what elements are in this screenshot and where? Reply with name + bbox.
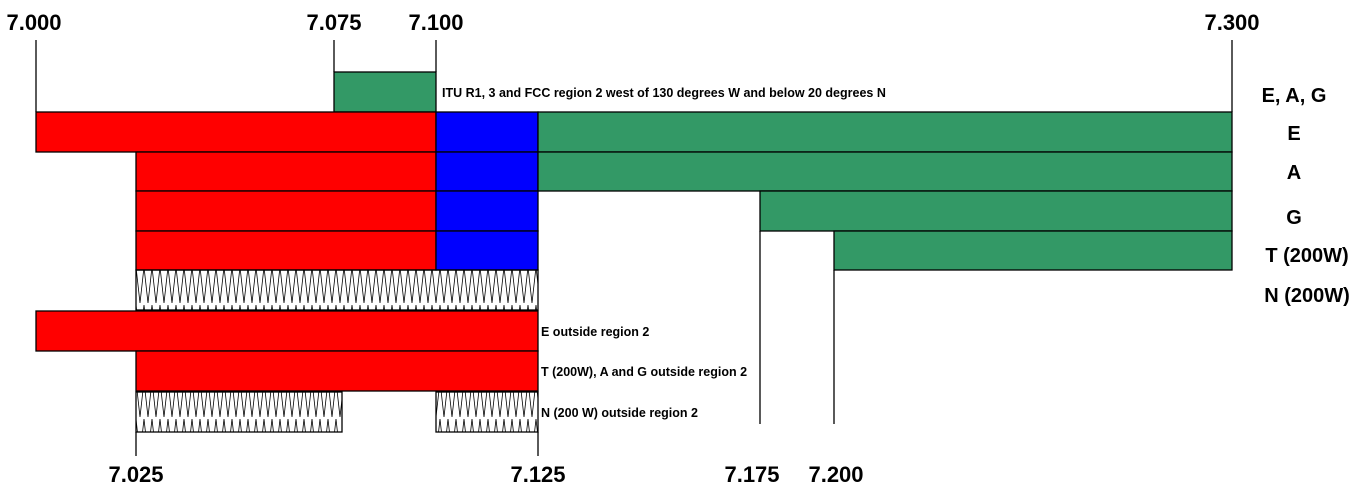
row1-voice-segment: [435, 111, 539, 153]
row3-voice-segment: [435, 190, 539, 232]
class-label-g: G: [1286, 207, 1302, 229]
row4-phone-segment: [135, 230, 437, 271]
row3-phone-segment: [135, 190, 437, 232]
row2-data-segment: [537, 151, 1233, 192]
row4-data-segment: [833, 230, 1233, 271]
outside-tag-phone-segment: [135, 350, 539, 392]
note-itu: ITU R1, 3 and FCC region 2 west of 130 d…: [442, 86, 886, 100]
row1-data-segment: [537, 111, 1233, 153]
note-t-outside: T (200W), A and G outside region 2: [541, 365, 747, 379]
tick-lines: [35, 40, 1233, 456]
outside-n-hatched-left: [135, 391, 343, 433]
row5-hatched-segment: [135, 269, 539, 311]
row4-voice-segment: [435, 230, 539, 271]
note-e-outside: E outside region 2: [541, 325, 649, 339]
tick-label-7175: 7.175: [724, 462, 779, 487]
class-label-n: N (200W): [1264, 285, 1350, 307]
tick-label-7200: 7.200: [808, 462, 863, 487]
row2-phone-segment: [135, 151, 437, 192]
class-label-e: E: [1287, 123, 1300, 145]
segment-itu-data: [333, 71, 437, 113]
tick-label-7100: 7.100: [408, 10, 463, 35]
tick-label-7075: 7.075: [306, 10, 361, 35]
note-n-outside: N (200 W) outside region 2: [541, 406, 698, 420]
row3-data-segment: [759, 190, 1233, 232]
tick-label-7025: 7.025: [108, 462, 163, 487]
tick-label-7000: 7.000: [6, 10, 61, 35]
tick-label-7125: 7.125: [510, 462, 565, 487]
class-label-eag: E, A, G: [1262, 85, 1327, 107]
class-label-a: A: [1287, 162, 1301, 184]
tick-label-7300: 7.300: [1204, 10, 1259, 35]
outside-n-hatched-right: [435, 391, 539, 433]
row1-phone-segment: [35, 111, 437, 153]
class-label-t: T (200W): [1265, 245, 1348, 267]
row2-voice-segment: [435, 151, 539, 192]
outside-e-phone-segment: [35, 310, 539, 352]
